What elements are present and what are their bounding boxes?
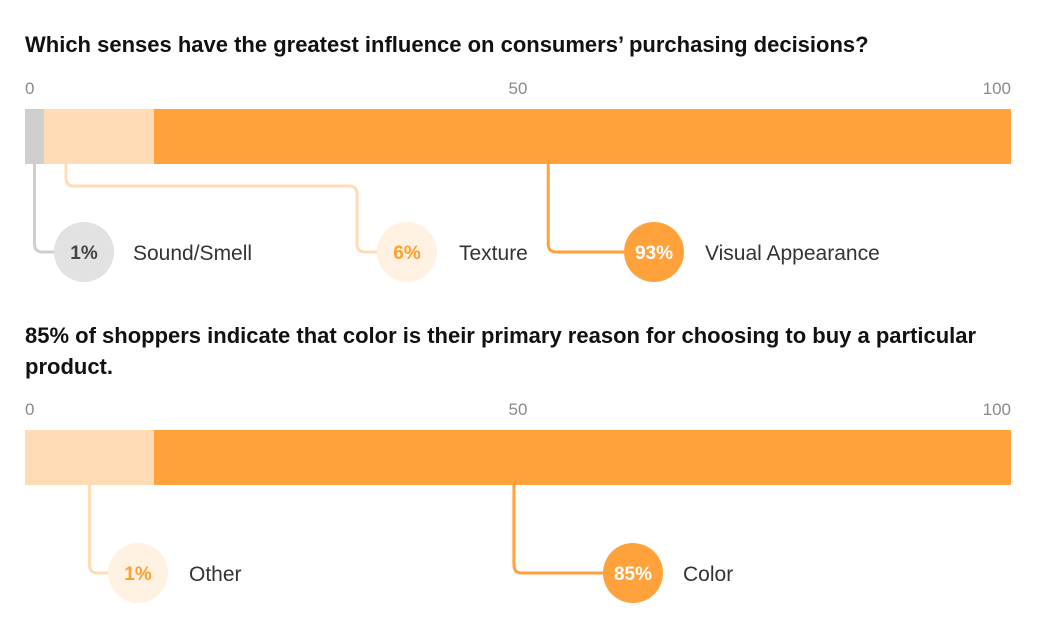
legend-label: Color bbox=[683, 563, 733, 586]
leader-lines bbox=[88, 483, 635, 575]
x-tick-label: 0 bbox=[25, 79, 34, 98]
value-bubble bbox=[377, 222, 437, 282]
bar-group bbox=[25, 109, 1011, 164]
data-label-value: 6% bbox=[393, 243, 421, 264]
x-tick-label: 0 bbox=[25, 400, 34, 419]
data-label-value: 1% bbox=[124, 564, 152, 585]
chart-title: Which senses have the greatest influence… bbox=[25, 32, 869, 57]
x-tick-label: 50 bbox=[509, 400, 528, 419]
value-bubble bbox=[54, 222, 114, 282]
bar-group bbox=[25, 430, 1011, 485]
data-label-value: 85% bbox=[614, 564, 652, 585]
x-tick-label: 100 bbox=[983, 400, 1011, 419]
x-tick-label: 50 bbox=[509, 79, 528, 98]
chart-senses: Which senses have the greatest influence… bbox=[25, 32, 1011, 282]
data-labels: 1% Other 85% Color bbox=[108, 543, 733, 603]
value-bubble bbox=[108, 543, 168, 603]
value-bubble bbox=[603, 543, 663, 603]
bar-segment-other bbox=[25, 430, 154, 485]
data-label-value: 1% bbox=[70, 243, 98, 264]
leader-lines bbox=[33, 162, 656, 254]
leader-line bbox=[88, 483, 140, 575]
legend-label: Sound/Smell bbox=[133, 242, 252, 265]
leader-line bbox=[546, 162, 656, 254]
x-tick-label: 100 bbox=[983, 79, 1011, 98]
chart-title-line-1: 85% of shoppers indicate that color is t… bbox=[25, 323, 977, 348]
leader-line bbox=[33, 162, 86, 254]
data-label-value: 93% bbox=[635, 243, 673, 264]
leader-line bbox=[512, 483, 635, 575]
bar-segment-texture bbox=[44, 109, 154, 164]
bar-segment-visual-appearance bbox=[154, 109, 1011, 164]
leader-line bbox=[64, 162, 409, 254]
chart-title-line-2: product. bbox=[25, 354, 113, 379]
legend-label: Texture bbox=[459, 242, 528, 265]
legend-label: Other bbox=[189, 563, 242, 586]
bar-segment-sound-smell bbox=[25, 109, 44, 164]
chart-color: 85% of shoppers indicate that color is t… bbox=[25, 323, 1011, 603]
bar-segment-color bbox=[154, 430, 1011, 485]
value-bubble bbox=[624, 222, 684, 282]
data-labels: 1% Sound/Smell 6% Texture 93% Visual Appearan… bbox=[54, 222, 880, 282]
chart-title: 85% of shoppers indicate that color is t… bbox=[25, 323, 982, 379]
legend-label: Visual Appearance bbox=[705, 242, 880, 265]
